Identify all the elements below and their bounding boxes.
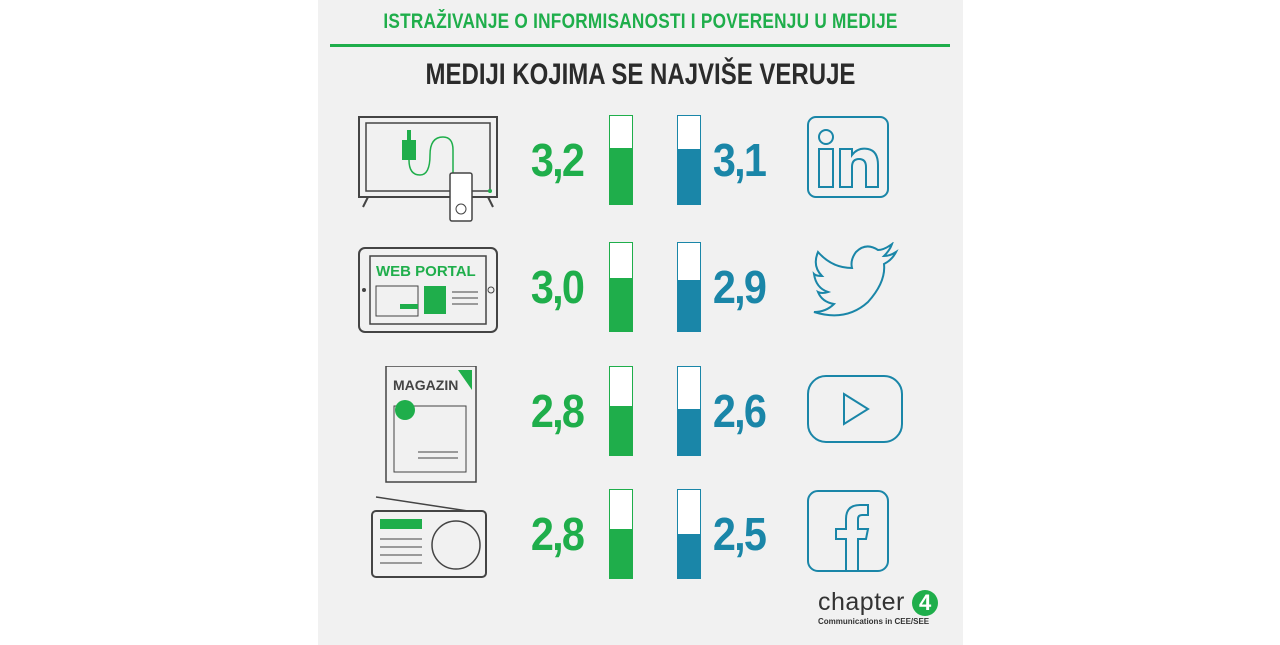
brand-name: chapter — [818, 588, 905, 616]
traditional-bar — [609, 366, 633, 456]
social-value-label: 3,1 — [712, 134, 767, 186]
social-bar — [677, 366, 701, 456]
traditional-value-label: 2,8 — [530, 508, 585, 560]
traditional-value-label: 3,0 — [530, 261, 585, 313]
twitter-icon — [806, 241, 899, 332]
traditional-bar — [609, 489, 633, 579]
social-bar — [677, 115, 701, 205]
chapter4-logo: chapter 4 Communications in CEE/SEE — [818, 588, 939, 626]
brand-tagline: Communications in CEE/SEE — [818, 617, 930, 626]
social-value-label: 2,9 — [712, 261, 767, 313]
social-bar-fill — [678, 534, 700, 578]
title-divider — [330, 44, 950, 47]
social-value-label: 2,6 — [712, 385, 767, 437]
traditional-value-label: 2,8 — [530, 385, 585, 437]
social-bar-fill — [678, 409, 700, 455]
traditional-bar — [609, 242, 633, 332]
media-row: WEB PORTAL 3,0 2,9 — [318, 241, 963, 334]
media-row: 3,2 3,1 — [318, 115, 963, 222]
chart-title: MEDIJI KOJIMA SE NAJVIŠE VERUJE — [425, 58, 856, 91]
facebook-icon — [806, 489, 896, 579]
tv-icon — [358, 115, 508, 222]
social-bar — [677, 242, 701, 332]
infographic: ISTRAŽIVANJE O INFORMISANOSTI I POVERENJ… — [318, 0, 963, 645]
social-bar — [677, 489, 701, 579]
survey-title: ISTRAŽIVANJE O INFORMISANOSTI I POVERENJ… — [383, 10, 898, 33]
traditional-bar-fill — [610, 278, 632, 331]
traditional-bar — [609, 115, 633, 205]
traditional-bar-fill — [610, 528, 632, 578]
linkedin-icon — [806, 115, 896, 205]
media-row: MAGAZIN 2,8 2,6 — [318, 365, 963, 483]
social-bar-fill — [678, 279, 700, 331]
traditional-bar-fill — [610, 405, 632, 455]
youtube-icon — [806, 366, 903, 456]
radio-icon — [358, 489, 508, 581]
traditional-bar-fill — [610, 147, 632, 204]
social-value-label: 2,5 — [712, 508, 767, 560]
traditional-value-label: 3,2 — [530, 134, 585, 186]
svg-text:MAGAZIN: MAGAZIN — [393, 377, 458, 393]
web-portal-icon: WEB PORTAL — [358, 242, 508, 334]
social-bar-fill — [678, 149, 700, 204]
svg-text:WEB PORTAL: WEB PORTAL — [376, 263, 476, 280]
brand-mark: 4 — [912, 590, 939, 616]
media-row: 2,8 2,5 — [318, 489, 963, 581]
magazine-icon: MAGAZIN — [358, 365, 508, 483]
